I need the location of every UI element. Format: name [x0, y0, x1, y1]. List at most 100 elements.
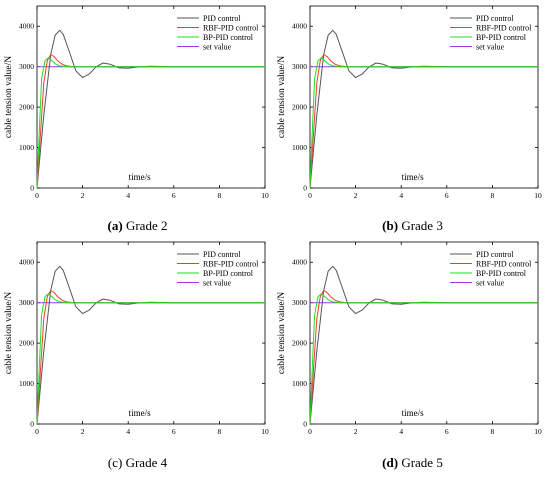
series-line-rbf-pid-control — [309, 290, 538, 425]
y-tick-label: 1000 — [292, 143, 307, 152]
caption-b-letter: (b) — [382, 218, 399, 233]
legend-label: PID control — [203, 250, 241, 259]
series-line-pid-control — [309, 29, 538, 189]
caption-a-text: Grade 2 — [125, 218, 168, 233]
y-tick-label: 0 — [303, 420, 307, 429]
x-tick-label: 0 — [35, 191, 39, 200]
series-line-bp-pid-control — [309, 293, 538, 425]
x-tick-label: 2 — [81, 427, 85, 436]
legend-label: RBF-PID control — [203, 259, 259, 268]
x-tick-label: 8 — [491, 191, 495, 200]
legend-label: set value — [203, 278, 232, 287]
caption-d-text: Grade 5 — [401, 455, 443, 470]
chart-panel-2: 0 2 4 6 8 10 0 1000 2000 3000 4000 time/s cable tens… — [4, 241, 269, 436]
caption-a: (a) Grade 2 — [0, 218, 275, 234]
x-tick-label: 8 — [218, 191, 222, 200]
x-tick-label: 8 — [491, 427, 495, 436]
caption-d: (d) Grade 5 — [275, 455, 550, 471]
y-axis-label: cable tension value/N — [277, 292, 287, 374]
series-line-rbf-pid-control — [36, 290, 265, 425]
y-tick-label: 0 — [303, 184, 307, 193]
x-tick-label: 4 — [126, 191, 130, 200]
legend-label: PID control — [476, 250, 514, 259]
chart-panel-0: 0 2 4 6 8 10 0 1000 2000 3000 4000 time/s cable tens… — [4, 5, 269, 200]
chart-panel-1: 0 2 4 6 8 10 0 1000 2000 3000 4000 time/s cable tens… — [277, 5, 542, 200]
y-tick-label: 0 — [30, 420, 34, 429]
caption-b-text: Grade 3 — [401, 218, 443, 233]
legend-label: PID control — [203, 14, 241, 23]
series-line-pid-control — [309, 265, 538, 425]
x-axis-label: time/s — [402, 172, 424, 182]
legend-label: BP-PID control — [476, 269, 527, 278]
legend-label: BP-PID control — [476, 33, 527, 42]
y-tick-label: 1000 — [292, 379, 307, 388]
caption-a-letter: (a) — [107, 218, 123, 233]
x-tick-label: 10 — [261, 191, 269, 200]
series-line-pid-control — [36, 29, 265, 189]
y-tick-label: 2000 — [292, 339, 307, 348]
x-tick-label: 2 — [354, 427, 358, 436]
y-tick-label: 3000 — [292, 298, 307, 307]
x-tick-label: 6 — [445, 191, 449, 200]
y-axis-label: cable tension value/N — [4, 56, 14, 138]
x-tick-label: 4 — [399, 427, 403, 436]
y-tick-label: 3000 — [292, 62, 307, 71]
x-tick-label: 4 — [126, 427, 130, 436]
caption-c-text: Grade 4 — [125, 455, 168, 470]
series-line-pid-control — [36, 265, 265, 425]
y-tick-label: 1000 — [19, 143, 34, 152]
legend-label: set value — [476, 42, 505, 51]
caption-d-letter: (d) — [382, 455, 399, 470]
legend-label: RBF-PID control — [476, 259, 532, 268]
series-line-bp-pid-control — [36, 57, 265, 189]
y-axis-label: cable tension value/N — [4, 292, 14, 374]
series-line-rbf-pid-control — [309, 54, 538, 189]
y-tick-label: 3000 — [19, 62, 34, 71]
plot-frame — [36, 5, 266, 189]
chart-panel-3: 0 2 4 6 8 10 0 1000 2000 3000 4000 time/s cable tens… — [277, 241, 542, 436]
y-tick-label: 0 — [30, 184, 34, 193]
legend-label: RBF-PID control — [476, 23, 532, 32]
caption-c-letter: (c) — [107, 455, 123, 470]
x-tick-label: 4 — [399, 191, 403, 200]
y-tick-label: 2000 — [19, 339, 34, 348]
x-tick-label: 8 — [218, 427, 222, 436]
y-axis-label: cable tension value/N — [277, 56, 287, 138]
y-tick-label: 3000 — [19, 298, 34, 307]
x-tick-label: 0 — [308, 191, 312, 200]
caption-b: (b) Grade 3 — [275, 218, 550, 234]
y-tick-label: 4000 — [292, 258, 307, 267]
y-tick-label: 2000 — [292, 103, 307, 112]
caption-c: (c) Grade 4 — [0, 455, 275, 471]
x-axis-label: time/s — [129, 172, 151, 182]
x-tick-label: 2 — [81, 191, 85, 200]
legend-label: BP-PID control — [203, 269, 254, 278]
y-tick-label: 4000 — [292, 22, 307, 31]
x-tick-label: 2 — [354, 191, 358, 200]
legend-label: set value — [476, 278, 505, 287]
series-line-bp-pid-control — [36, 293, 265, 425]
y-tick-label: 2000 — [19, 103, 34, 112]
x-tick-label: 6 — [445, 427, 449, 436]
y-tick-label: 1000 — [19, 379, 34, 388]
y-tick-label: 4000 — [19, 258, 34, 267]
legend-label: BP-PID control — [203, 33, 254, 42]
x-tick-label: 10 — [534, 427, 542, 436]
x-axis-label: time/s — [129, 408, 151, 418]
legend-label: PID control — [476, 14, 514, 23]
plot-frame — [309, 5, 539, 189]
legend-label: RBF-PID control — [203, 23, 259, 32]
x-tick-label: 10 — [261, 427, 269, 436]
x-tick-label: 0 — [308, 427, 312, 436]
plot-frame — [36, 241, 266, 425]
plot-frame — [309, 241, 539, 425]
x-tick-label: 6 — [172, 427, 176, 436]
x-tick-label: 0 — [35, 427, 39, 436]
legend-label: set value — [203, 42, 232, 51]
series-line-bp-pid-control — [309, 57, 538, 189]
series-line-rbf-pid-control — [36, 54, 265, 189]
x-tick-label: 10 — [534, 191, 542, 200]
x-tick-label: 6 — [172, 191, 176, 200]
y-tick-label: 4000 — [19, 22, 34, 31]
